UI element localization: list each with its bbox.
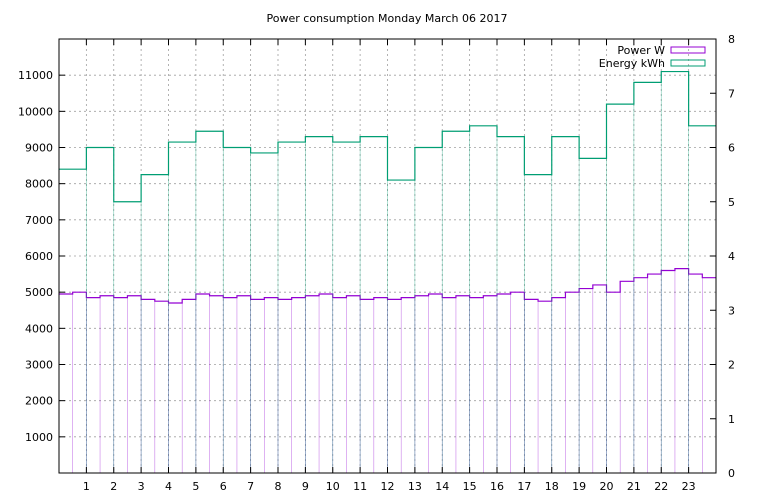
y2-tick-label: 4: [728, 250, 735, 263]
y2-tick-label: 6: [728, 142, 735, 155]
x-tick-label: 16: [490, 480, 504, 493]
x-tick-label: 12: [381, 480, 395, 493]
x-tick-label: 5: [192, 480, 199, 493]
axes: 1 2 3 4 5 6 7 8 9 10 11 12 13 14 15 16 17 18 19 20 21 22 23100…: [18, 33, 735, 493]
y-tick-label: 9000: [25, 142, 53, 155]
y-tick-label: 6000: [25, 250, 53, 263]
legend-label: Energy kWh: [599, 57, 665, 70]
x-tick-label: 23: [682, 480, 696, 493]
y-tick-label: 8000: [25, 178, 53, 191]
x-tick-label: 19: [572, 480, 586, 493]
x-tick-label: 7: [247, 480, 254, 493]
y2-tick-label: 8: [728, 33, 735, 46]
y-tick-label: 2000: [25, 395, 53, 408]
y2-tick-label: 2: [728, 359, 735, 372]
y-tick-label: 3000: [25, 359, 53, 372]
y2-tick-label: 1: [728, 413, 735, 426]
x-tick-label: 14: [435, 480, 449, 493]
x-tick-label: 1: [83, 480, 90, 493]
x-tick-label: 15: [463, 480, 477, 493]
x-tick-label: 13: [408, 480, 422, 493]
x-tick-label: 2: [110, 480, 117, 493]
y-tick-label: 4000: [25, 322, 53, 335]
y-tick-label: 5000: [25, 286, 53, 299]
legend-swatch: [670, 59, 706, 67]
y-tick-label: 11000: [18, 69, 53, 82]
x-tick-label: 8: [275, 480, 282, 493]
y-tick-label: 10000: [18, 105, 53, 118]
y2-tick-label: 0: [728, 467, 735, 480]
y2-tick-label: 5: [728, 196, 735, 209]
x-tick-label: 17: [517, 480, 531, 493]
x-tick-label: 11: [353, 480, 367, 493]
series-layer: [58, 70, 716, 473]
x-tick-label: 10: [326, 480, 340, 493]
x-tick-label: 9: [302, 480, 309, 493]
x-tick-label: 20: [600, 480, 614, 493]
y-tick-label: 7000: [25, 214, 53, 227]
x-tick-label: 18: [545, 480, 559, 493]
x-tick-label: 3: [138, 480, 145, 493]
chart-title: Power consumption Monday March 06 2017: [267, 12, 508, 25]
x-tick-label: 21: [627, 480, 641, 493]
legend-label: Power W: [617, 44, 665, 57]
y-tick-label: 1000: [25, 431, 53, 444]
legend-swatch: [670, 46, 706, 54]
x-tick-label: 6: [220, 480, 227, 493]
y2-tick-label: 7: [728, 87, 735, 100]
x-tick-label: 22: [654, 480, 668, 493]
x-tick-label: 4: [165, 480, 172, 493]
y2-tick-label: 3: [728, 304, 735, 317]
